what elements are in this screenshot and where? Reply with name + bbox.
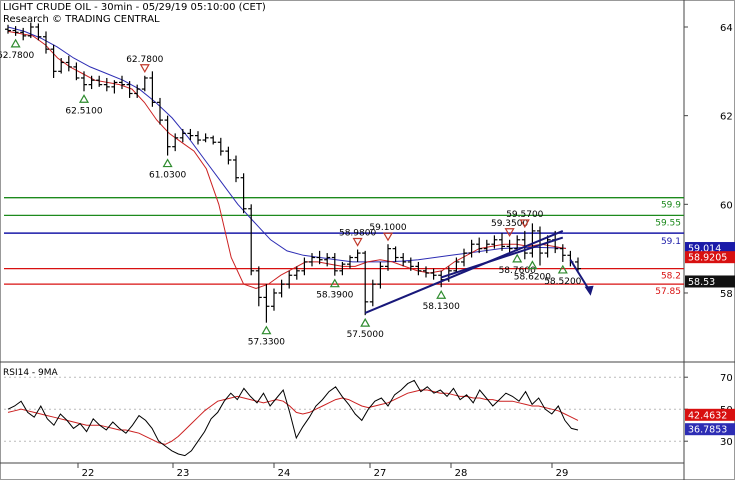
pivot-label: 59.1: [661, 237, 681, 247]
swing-low-marker: [512, 253, 523, 263]
time-tick-label: 24: [278, 468, 291, 479]
swing-high-label: 59.5700: [506, 210, 543, 220]
swing-low-label: 58.5200: [544, 277, 581, 287]
time-tick-label: 29: [556, 468, 569, 479]
swing-high-marker: [504, 228, 515, 237]
trendline: [364, 229, 564, 314]
price-tick-label: 64: [720, 23, 733, 34]
price-tag: [685, 275, 735, 288]
swing-low-marker: [329, 278, 340, 288]
swing-high-marker: [519, 219, 530, 229]
support-label: 57.85: [655, 287, 681, 297]
swing-low-label: 62.5100: [65, 106, 102, 116]
time-tick-label: 22: [82, 468, 95, 479]
price-tag-label: 59.014: [688, 244, 721, 255]
price-tick-label: 60: [720, 200, 733, 211]
rsi-ma-line: [7, 389, 579, 445]
chart-subtitle: Research © TRADING CENTRAL: [3, 14, 160, 25]
support-label: 58.2: [661, 272, 681, 282]
swing-low-marker: [261, 325, 272, 335]
swing-low-marker: [436, 290, 447, 299]
price-tick-label: 58: [720, 289, 733, 300]
swing-high-marker: [139, 64, 150, 73]
swing-low-label: 57.3300: [248, 338, 285, 348]
ma-slow-line: [7, 26, 567, 263]
swing-low-label: 58.6200: [514, 273, 551, 283]
rsi-line: [7, 379, 579, 457]
swing-low-label: 58.1300: [423, 302, 460, 312]
rsi-ma-tag-label: 42.4632: [688, 410, 727, 421]
price-tag-label: 58.53: [688, 277, 715, 288]
price-tag: [685, 242, 735, 255]
rsi-ma-tag: [685, 408, 735, 421]
price-tag-label: 58.9205: [688, 253, 727, 264]
swing-low-marker: [527, 260, 538, 270]
ma-fast-line: [7, 30, 567, 290]
forecast-arrow-shaft: [569, 259, 591, 292]
price-tag: [685, 251, 735, 264]
time-tick-label: 23: [177, 468, 190, 479]
swing-high-label: 59.3500: [491, 219, 528, 229]
swing-high-label: 59.1000: [369, 223, 406, 233]
swing-low-marker: [78, 94, 90, 103]
chart-title: LIGHT CRUDE OIL - 30min - 05/29/19 05:10…: [3, 2, 266, 13]
swing-low-marker: [557, 264, 568, 274]
rsi-panel-title: RSI14 - 9MA: [3, 368, 58, 378]
resistance-label: 59.55: [655, 218, 681, 228]
swing-low-marker: [360, 317, 371, 327]
swing-high-label: 58.9800: [339, 229, 376, 239]
price-tick-label: 62: [720, 112, 733, 123]
swing-low-marker: [10, 38, 21, 48]
swing-high-marker: [352, 237, 363, 247]
rsi-tick-label: 70: [720, 373, 733, 384]
swing-low-label: 58.7600: [499, 266, 536, 276]
swing-high-label: 62.7800: [126, 55, 163, 65]
forecast-arrow-head: [584, 285, 594, 296]
swing-low-label: 61.0300: [149, 171, 186, 181]
swing-low-label: 62.7800: [0, 51, 34, 61]
time-tick-label: 27: [374, 468, 387, 479]
rsi-value-tag-label: 36.7853: [688, 425, 727, 436]
swing-high-marker: [382, 232, 394, 242]
swing-low-label: 57.5000: [347, 330, 384, 340]
swing-low-label: 58.3900: [316, 291, 353, 301]
swing-low-marker: [162, 158, 173, 168]
trendline: [440, 236, 564, 279]
rsi-tick-label: 30: [720, 437, 733, 448]
rsi-value-tag: [685, 423, 735, 436]
resistance-label: 59.9: [661, 201, 681, 211]
time-tick-label: 28: [455, 468, 468, 479]
